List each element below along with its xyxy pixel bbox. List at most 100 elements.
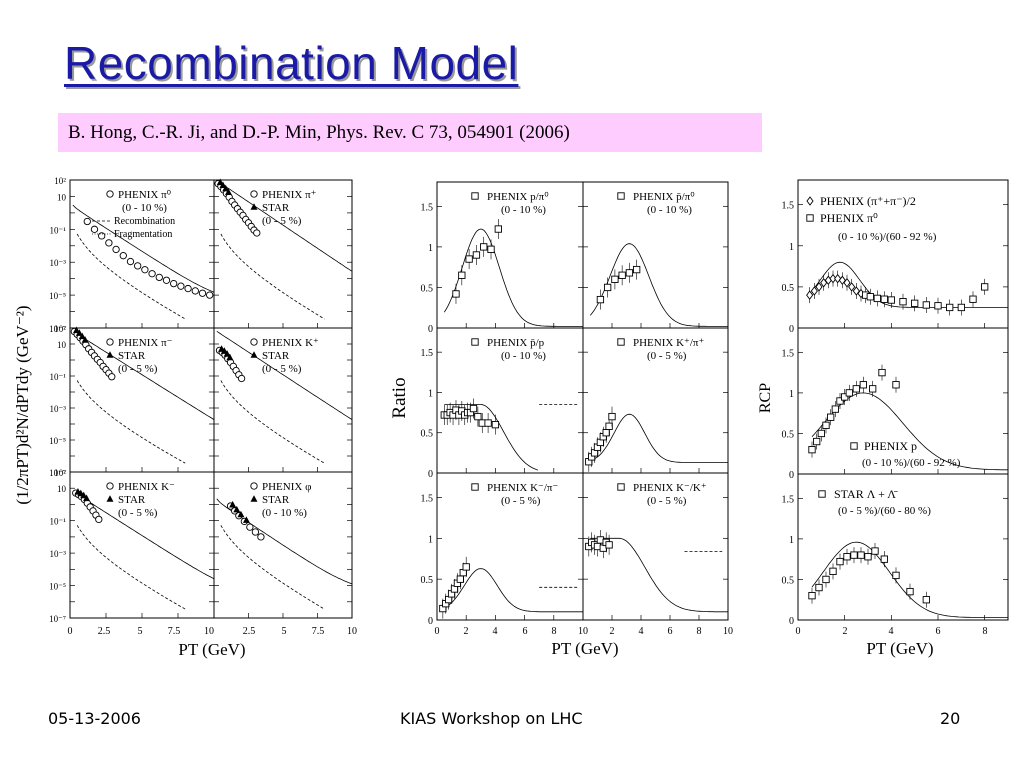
legend-entry: PHENIX π⁻: [118, 337, 173, 349]
data-point: [206, 291, 214, 299]
y-tick-label: 10⁻⁵: [49, 436, 66, 446]
data-point: [106, 190, 114, 198]
data-point: [857, 551, 865, 559]
data-point: [148, 270, 156, 278]
data-point: [829, 567, 837, 575]
model-curve: [811, 261, 1008, 308]
data-point: [126, 257, 135, 266]
y-tick-label: 10²: [54, 176, 66, 186]
fig3-xlabel: PT (GeV): [866, 639, 933, 658]
data-point: [471, 483, 479, 491]
data-point: [850, 551, 858, 559]
data-point: [78, 332, 86, 340]
data-point: [604, 283, 612, 292]
y-tick-label: 0.5: [782, 283, 795, 294]
ratio-panel: PHENIX p/π⁰(0 - 10 %): [436, 181, 584, 329]
data-point: [250, 203, 258, 210]
y-tick-label: 0.5: [421, 575, 434, 586]
data-point: [808, 592, 816, 600]
legend-entry: (0 - 10 %)/(60 - 92 %): [838, 231, 937, 243]
fig1-ylabel: (1/2πPT)d²N/dPTdy (GeV⁻²): [13, 305, 32, 504]
y-tick-label: 0: [428, 469, 433, 480]
recombination-curve: [72, 330, 215, 420]
legend-entry: STAR Λ + Λ̄: [834, 487, 898, 501]
x-tick-label: 8: [697, 626, 702, 637]
data-point: [237, 374, 246, 383]
spectra-panel: PHENIX K⁺STAR(0 - 5 %): [213, 327, 353, 473]
data-point: [922, 596, 930, 604]
y-tick-label: 10⁻³: [50, 258, 67, 268]
data-point: [841, 393, 849, 401]
spectra-panel: PHENIX π⁰(0 - 10 %) Recombination Fragment…: [69, 179, 215, 329]
x-tick-label: 0: [796, 626, 801, 637]
legend-entry: PHENIX K⁺/π⁺: [633, 337, 704, 349]
data-point: [105, 239, 113, 247]
legend-entry: PHENIX p̄/π⁰: [633, 191, 695, 203]
model-curve: [443, 228, 583, 327]
footer-date: 05-13-2006: [48, 709, 141, 728]
data-point: [815, 282, 823, 292]
y-tick-label: 0.5: [421, 429, 434, 440]
data-point: [487, 245, 495, 253]
data-point: [106, 495, 114, 502]
data-point: [491, 421, 500, 429]
data-point: [848, 282, 856, 292]
data-point: [226, 353, 234, 361]
recombination-curve: [216, 330, 353, 420]
x-tick-label: 2: [610, 626, 615, 637]
data-point: [177, 282, 185, 290]
legend-entry: (0 - 10 %): [647, 204, 692, 216]
x-tick-label: 5: [138, 626, 143, 637]
legend-entry: PHENIX p̄/p: [487, 337, 545, 349]
ratio-panel: PHENIX p̄/p(0 - 10 %): [436, 327, 584, 474]
ratio-panel: PHENIX p̄/π⁰(0 - 10 %): [582, 181, 729, 329]
data-point: [617, 483, 625, 491]
spectra-panel: PHENIX π⁻STAR(0 - 5 %): [69, 326, 215, 473]
x-tick-label: 7.5: [312, 626, 325, 637]
data-point: [815, 583, 823, 592]
data-point: [831, 405, 839, 413]
data-point: [981, 283, 989, 291]
y-tick-label: 10⁻³: [50, 404, 67, 414]
data-point: [233, 505, 241, 513]
x-tick-label: 2.5: [98, 626, 111, 637]
legend-entry: (0 - 5 %): [118, 363, 158, 375]
x-tick-label: 8: [983, 626, 988, 637]
legend-entry: PHENIX K⁻: [118, 481, 175, 493]
legend-entry: (0 - 5 %): [647, 495, 687, 507]
data-point: [806, 214, 814, 222]
x-tick-label: 4: [889, 626, 894, 637]
x-tick-label: 6: [668, 626, 673, 637]
x-tick-label: 10: [204, 626, 214, 637]
y-tick-label: 1: [789, 535, 794, 546]
data-point: [108, 373, 116, 381]
legend-entry: PHENIX p: [864, 439, 917, 453]
data-point: [845, 389, 853, 397]
rcp-panel: PHENIX p (0 - 10 %)/(60 - 92 %): [797, 327, 1009, 475]
x-tick-label: 0: [68, 626, 73, 637]
data-point: [119, 252, 127, 260]
spectra-panel: PHENIX K⁻STAR(0 - 5 %): [69, 471, 215, 619]
y-tick-label: 1: [789, 389, 794, 400]
y-tick-label: 1.5: [421, 348, 434, 359]
data-point: [922, 301, 930, 309]
y-tick-label: 1.5: [782, 201, 795, 212]
data-point: [474, 412, 482, 421]
x-tick-label: 10: [723, 626, 733, 637]
data-point: [813, 437, 821, 446]
legend-entry: (0 - 5 %): [501, 495, 541, 507]
data-point: [834, 273, 842, 284]
data-point: [873, 294, 881, 303]
y-tick-label: 10⁻¹: [50, 517, 67, 527]
data-point: [465, 255, 473, 263]
y-tick-label: 0: [789, 324, 794, 335]
data-point: [810, 286, 818, 296]
data-point: [605, 422, 613, 430]
fragmentation-curve: [76, 525, 186, 610]
y-tick-label: 10⁻⁵: [49, 291, 66, 301]
data-point: [957, 303, 965, 312]
data-point: [246, 523, 254, 531]
y-tick-label: 10⁻¹: [50, 225, 67, 235]
y-tick-label: 1: [428, 534, 433, 545]
